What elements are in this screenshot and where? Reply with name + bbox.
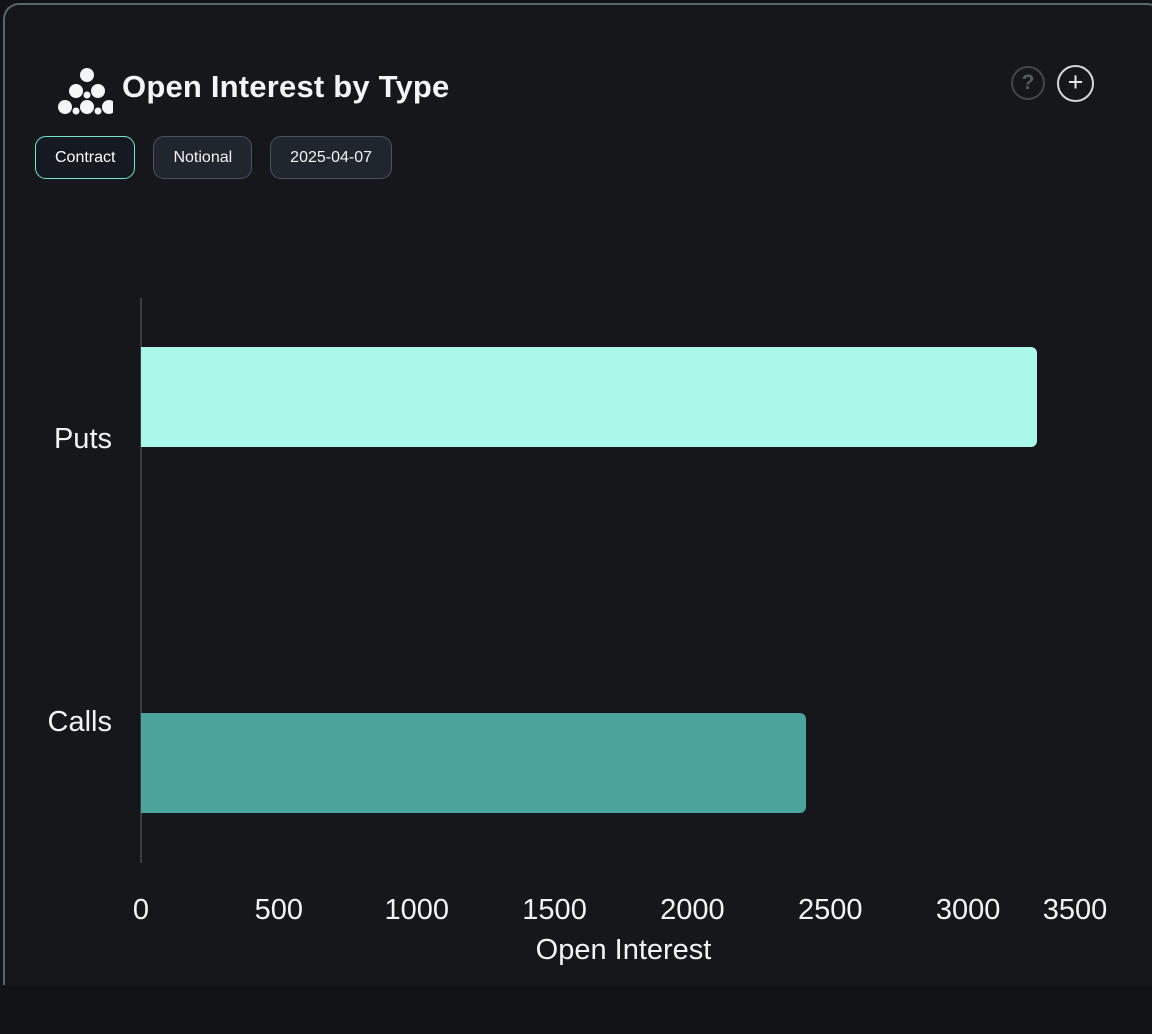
toggle-notional-button[interactable]: Notional xyxy=(153,136,253,179)
x-axis-tick-label: 500 xyxy=(254,894,304,926)
x-axis-tick-label: 1000 xyxy=(384,894,449,926)
bar-chart-plot-area xyxy=(141,298,1106,863)
cluster-pyramid-icon xyxy=(58,68,113,115)
x-axis-tick-label: 3000 xyxy=(935,894,1001,926)
add-button[interactable]: + xyxy=(1057,65,1094,102)
question-mark-icon: ? xyxy=(1021,71,1035,94)
x-axis-tick-label: 2500 xyxy=(798,894,863,926)
x-axis-tick-label: 2000 xyxy=(660,894,725,926)
date-selector-button[interactable]: 2025-04-07 xyxy=(270,136,393,179)
chart-card: Open Interest by Type ? + Contract Notio… xyxy=(3,3,1152,985)
x-axis-ticks: 0 500 1000 1500 2000 2500 3000 3500 xyxy=(133,894,1108,928)
y-axis-label-calls: Calls xyxy=(47,706,112,738)
toolbar: Contract Notional 2025-04-07 xyxy=(35,136,393,179)
x-axis-tick-label: 0 xyxy=(132,894,150,926)
x-axis-tick-label: 3500 xyxy=(1042,894,1108,926)
bar-puts[interactable] xyxy=(141,347,1038,447)
help-button[interactable]: ? xyxy=(1011,66,1045,100)
plus-icon: + xyxy=(1067,66,1084,97)
toggle-contract-button[interactable]: Contract xyxy=(35,136,136,179)
x-axis-title: Open Interest xyxy=(535,934,712,966)
y-axis-label-puts: Puts xyxy=(53,423,112,455)
bar-calls[interactable] xyxy=(141,713,806,813)
x-axis-tick-label: 1500 xyxy=(522,894,587,926)
y-axis-line xyxy=(140,298,142,863)
page-title: Open Interest by Type xyxy=(122,69,450,104)
